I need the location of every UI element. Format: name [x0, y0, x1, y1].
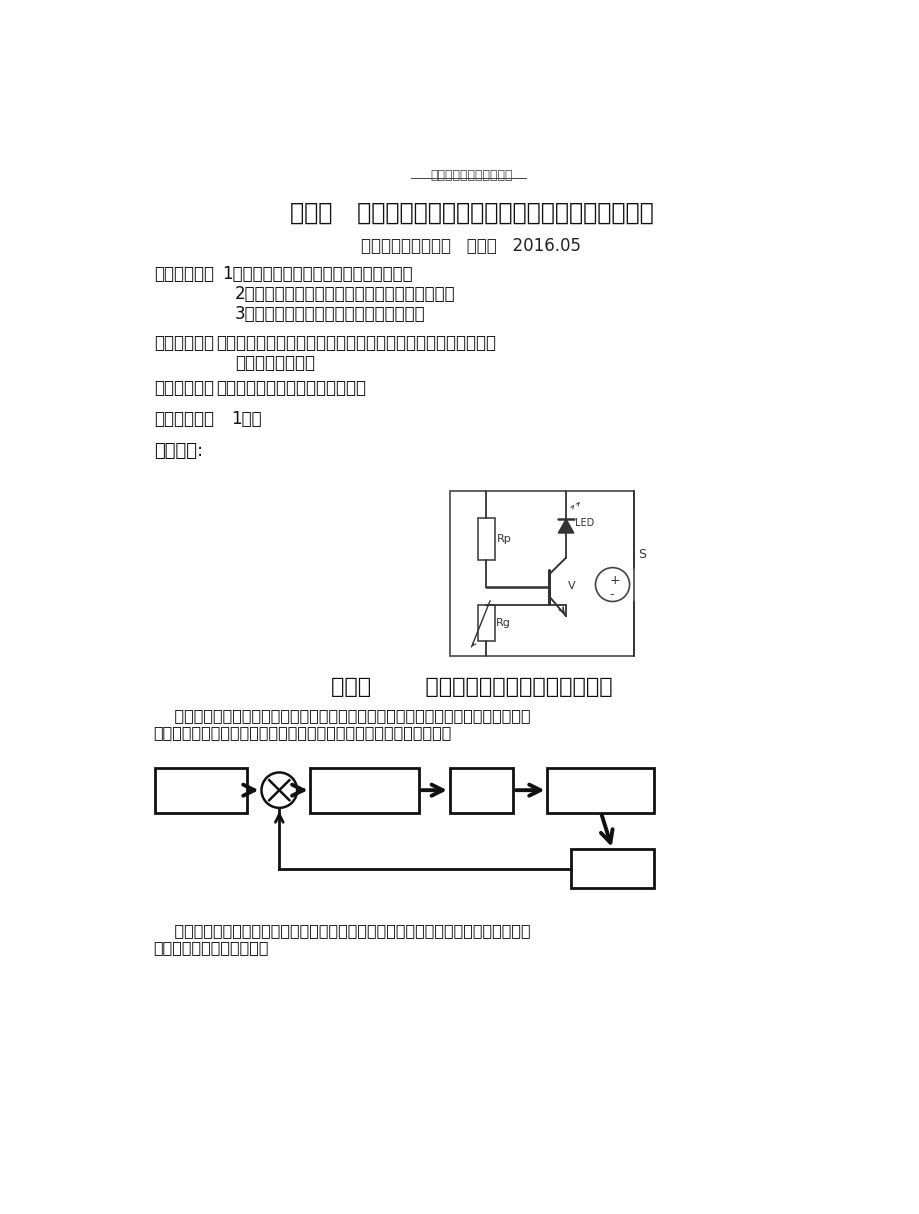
Bar	[449, 490, 633, 657]
Text: 3、掌握安装过程中常见问题的分析和解决: 3、掌握安装过程中常见问题的分析和解决	[235, 305, 425, 323]
Text: Rg: Rg	[495, 618, 510, 628]
Bar	[155, 767, 246, 812]
Bar	[477, 517, 494, 560]
Text: 号反馈到控制处理部分，从而对系统的控制产生影响。它的方框图为：: 号反馈到控制处理部分，从而对系统的控制产生影响。它的方框图为：	[153, 725, 451, 739]
Text: 第五章   第二节《闭环电子控制系统的设计和应用》学案: 第五章 第二节《闭环电子控制系统的设计和应用》学案	[289, 202, 652, 225]
Text: 简单闭环电子控制系统设计、安装与调试及安装过程中常见问题: 简单闭环电子控制系统设计、安装与调试及安装过程中常见问题	[216, 334, 495, 352]
Text: 【课时安排】: 【课时安排】	[153, 410, 213, 427]
Bar	[570, 850, 653, 887]
Circle shape	[261, 772, 297, 807]
Bar	[449, 767, 513, 812]
Text: 锅、现代化农业温室等等。: 锅、现代化农业温室等等。	[153, 941, 269, 955]
Text: 2、掌握简单闭环电子控制系统设计、安装与调试: 2、掌握简单闭环电子控制系统设计、安装与调试	[235, 285, 455, 304]
Text: 1课时: 1课时	[231, 410, 262, 427]
Text: V: V	[567, 580, 574, 591]
Text: S: S	[638, 549, 645, 561]
Text: 闭环电子控制系统与开环电子控制系统不同，它能对输出结果进行检测，并将检测信: 闭环电子控制系统与开环电子控制系统不同，它能对输出结果进行检测，并将检测信	[153, 708, 529, 722]
Text: 温故知新:: 温故知新:	[153, 442, 203, 460]
Text: 优秀学习资料＿欢迎下载: 优秀学习资料＿欢迎下载	[430, 169, 512, 182]
Bar	[477, 605, 494, 641]
Text: 浙江省武义第二中学   程妙仙   2016.05: 浙江省武义第二中学 程妙仙 2016.05	[361, 237, 581, 255]
Text: 【学习重点】: 【学习重点】	[153, 334, 213, 352]
Text: 【学习难点】: 【学习难点】	[153, 379, 213, 397]
Bar	[547, 767, 653, 812]
Text: +: +	[608, 574, 619, 586]
Text: 常见的闭环电子控制系统有家用电冰箱、空调、电热水器、太阳能热水器、智能电饭: 常见的闭环电子控制系统有家用电冰箱、空调、电热水器、太阳能热水器、智能电饭	[153, 924, 529, 938]
Text: 安装过程中常见问题的分析和解决: 安装过程中常见问题的分析和解决	[216, 379, 366, 397]
Polygon shape	[558, 520, 573, 533]
Text: -: -	[608, 589, 613, 601]
Text: 【学习目标】: 【学习目标】	[153, 265, 213, 283]
Circle shape	[595, 568, 629, 601]
Text: Rp: Rp	[496, 534, 511, 544]
Text: 第二节       闭环电子控制系统的设计和应用: 第二节 闭环电子控制系统的设计和应用	[330, 677, 612, 697]
Text: LED: LED	[574, 517, 594, 528]
Text: 1、理解简单闭环电子控制系统的工作原理: 1、理解简单闭环电子控制系统的工作原理	[221, 265, 412, 283]
Text: 的分析和解决方法: 的分析和解决方法	[235, 354, 315, 373]
Bar	[310, 767, 418, 812]
